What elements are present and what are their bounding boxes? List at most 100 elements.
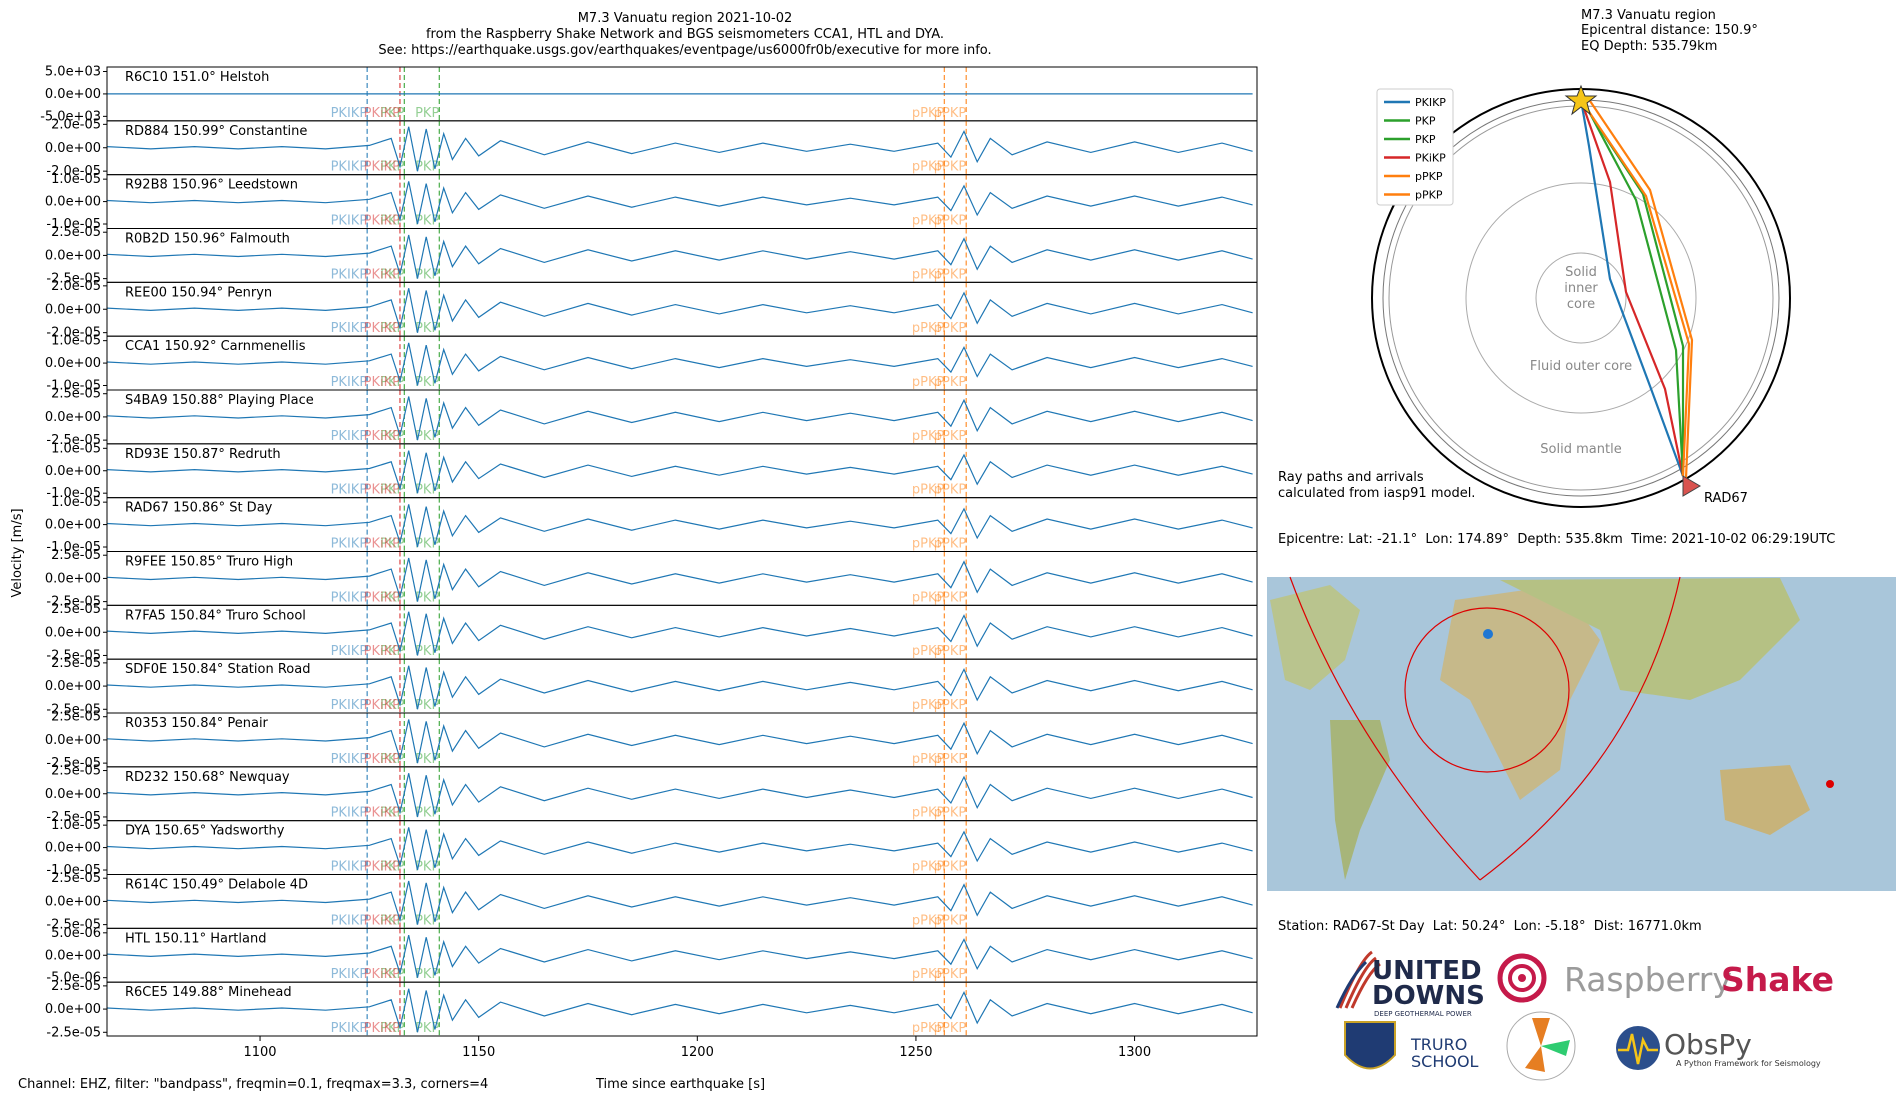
- y-tick-label: 1.0e-05: [51, 441, 101, 456]
- ray-path: [1579, 99, 1685, 477]
- legend-label: PKIKP: [1415, 96, 1446, 109]
- phase-label: PKIKP: [331, 214, 368, 229]
- phase-label: PKiKP: [364, 1021, 401, 1036]
- y-tick-label: 2.5e-05: [51, 225, 101, 240]
- y-tick-label: 2.5e-05: [51, 548, 101, 563]
- outer-core-boundary: [1465, 182, 1697, 414]
- distance-circle: [1404, 607, 1570, 773]
- phase-label: PKIKP: [331, 806, 368, 821]
- logo-text: TRURO: [1410, 1035, 1467, 1054]
- phase-label: pPKP: [912, 698, 945, 713]
- phase-label: pPKP: [934, 160, 967, 175]
- y-tick-label: -2.0e-05: [46, 164, 101, 179]
- legend-label: PKP: [1415, 133, 1436, 146]
- phase-label: PKP: [380, 806, 404, 821]
- y-tick-label: -1.0e-05: [46, 863, 101, 878]
- phase-label: pPKP: [912, 267, 945, 282]
- phase-label: PKIKP: [331, 321, 368, 336]
- phase-label: PKIKP: [331, 860, 368, 875]
- phase-label: pPKP: [934, 806, 967, 821]
- inner-core-label: inner: [1564, 281, 1598, 296]
- y-tick-label: 0.0e+00: [45, 679, 101, 694]
- phase-label: pPKP: [912, 1021, 945, 1036]
- title-line: M7.3 Vanuatu region 2021-10-02: [578, 11, 793, 26]
- phase-label: PKiKP: [364, 590, 401, 605]
- station-marker: [1682, 475, 1701, 497]
- station-label: CCA1 150.92° Carnmenellis: [125, 339, 306, 354]
- logo-text: ObsPy: [1664, 1028, 1752, 1061]
- phase-label: PKP: [380, 537, 404, 552]
- y-tick-label: 0.0e+00: [45, 410, 101, 425]
- y-tick-label: -2.5e-05: [46, 1025, 101, 1040]
- logo-text: UNITED: [1372, 956, 1482, 986]
- map-land: [1500, 578, 1800, 700]
- waveform: [107, 988, 1253, 1033]
- y-tick-label: 0.0e+00: [45, 894, 101, 909]
- title-line: from the Raspberry Shake Network and BGS…: [426, 27, 944, 42]
- inner-core-label: core: [1567, 297, 1595, 312]
- logo-icon: [1541, 1040, 1570, 1056]
- y-tick-label: 0.0e+00: [45, 141, 101, 156]
- logo-icon: [1525, 1018, 1550, 1072]
- waveform: [107, 504, 1253, 548]
- y-tick-label: 1.0e-05: [51, 334, 101, 349]
- phase-label: pPKP: [912, 160, 945, 175]
- phase-label: PKiKP: [364, 698, 401, 713]
- phase-label: PKiKP: [364, 860, 401, 875]
- phase-label: PKiKP: [364, 644, 401, 659]
- y-tick-label: 0.0e+00: [45, 248, 101, 263]
- phase-label: PKIKP: [331, 375, 368, 390]
- y-tick-label: -2.5e-05: [46, 648, 101, 663]
- x-tick-label: 1200: [681, 1045, 714, 1060]
- phase-label: PKiKP: [364, 214, 401, 229]
- y-tick-label: -1.0e-05: [46, 540, 101, 555]
- y-tick-label: -2.5e-05: [46, 918, 101, 933]
- ray-path: [1584, 103, 1685, 477]
- y-tick-label: -1.0e-05: [46, 217, 101, 232]
- waveform: [107, 234, 1253, 279]
- phase-label: PKIKP: [331, 698, 368, 713]
- y-tick-label: -2.5e-05: [46, 595, 101, 610]
- y-tick-label: 0.0e+00: [45, 625, 101, 640]
- phase-label: pPKP: [912, 321, 945, 336]
- phase-label: PKP: [380, 913, 404, 928]
- phase-label: PKIKP: [331, 590, 368, 605]
- y-tick-label: 0.0e+00: [45, 356, 101, 371]
- waveform: [107, 450, 1253, 494]
- y-tick-label: 0.0e+00: [45, 948, 101, 963]
- waveform: [107, 342, 1253, 386]
- ray-path: [1579, 99, 1685, 477]
- phase-label: PKiKP: [364, 483, 401, 498]
- logo-icon: [1497, 953, 1547, 1003]
- phase-label: PKP: [380, 375, 404, 390]
- station-label: RD884 150.99° Constantine: [125, 124, 307, 139]
- logos: UNITED DOWNS DEEP GEOTHERMAL POWER Raspb…: [1335, 950, 1834, 1081]
- waveform: [107, 719, 1253, 764]
- phase-label: pPKP: [912, 483, 945, 498]
- y-tick-label: 5.0e+03: [45, 64, 101, 79]
- y-tick-label: -5.0e-06: [46, 971, 101, 986]
- phase-label: PKP: [380, 752, 404, 767]
- phase-label: PKIKP: [331, 913, 368, 928]
- phase-label: PKP: [380, 429, 404, 444]
- phase-label: PKIKP: [331, 967, 368, 982]
- y-tick-label: -2.5e-05: [46, 702, 101, 717]
- phase-label: PKIKP: [331, 1021, 368, 1036]
- phase-label: PKP: [380, 590, 404, 605]
- epicentre-star: [1564, 84, 1598, 116]
- y-tick-label: 1.0e-05: [51, 818, 101, 833]
- x-tick-label: 1300: [1118, 1045, 1151, 1060]
- y-tick-label: 0.0e+00: [45, 733, 101, 748]
- map: [1267, 576, 1896, 891]
- phase-label: PKIKP: [331, 267, 368, 282]
- inner-core-label: Solid: [1565, 265, 1597, 280]
- station-label: DYA 150.65° Yadsworthy: [125, 824, 285, 839]
- ray-note: Ray paths and arrivals: [1278, 470, 1424, 485]
- y-tick-label: -2.5e-05: [46, 756, 101, 771]
- x-axis-label: Time since earthquake [s]: [595, 1077, 765, 1092]
- phase-label: pPKP: [912, 537, 945, 552]
- station-label: R6C10 151.0° Helstoh: [125, 70, 269, 85]
- waveform: [107, 934, 1253, 978]
